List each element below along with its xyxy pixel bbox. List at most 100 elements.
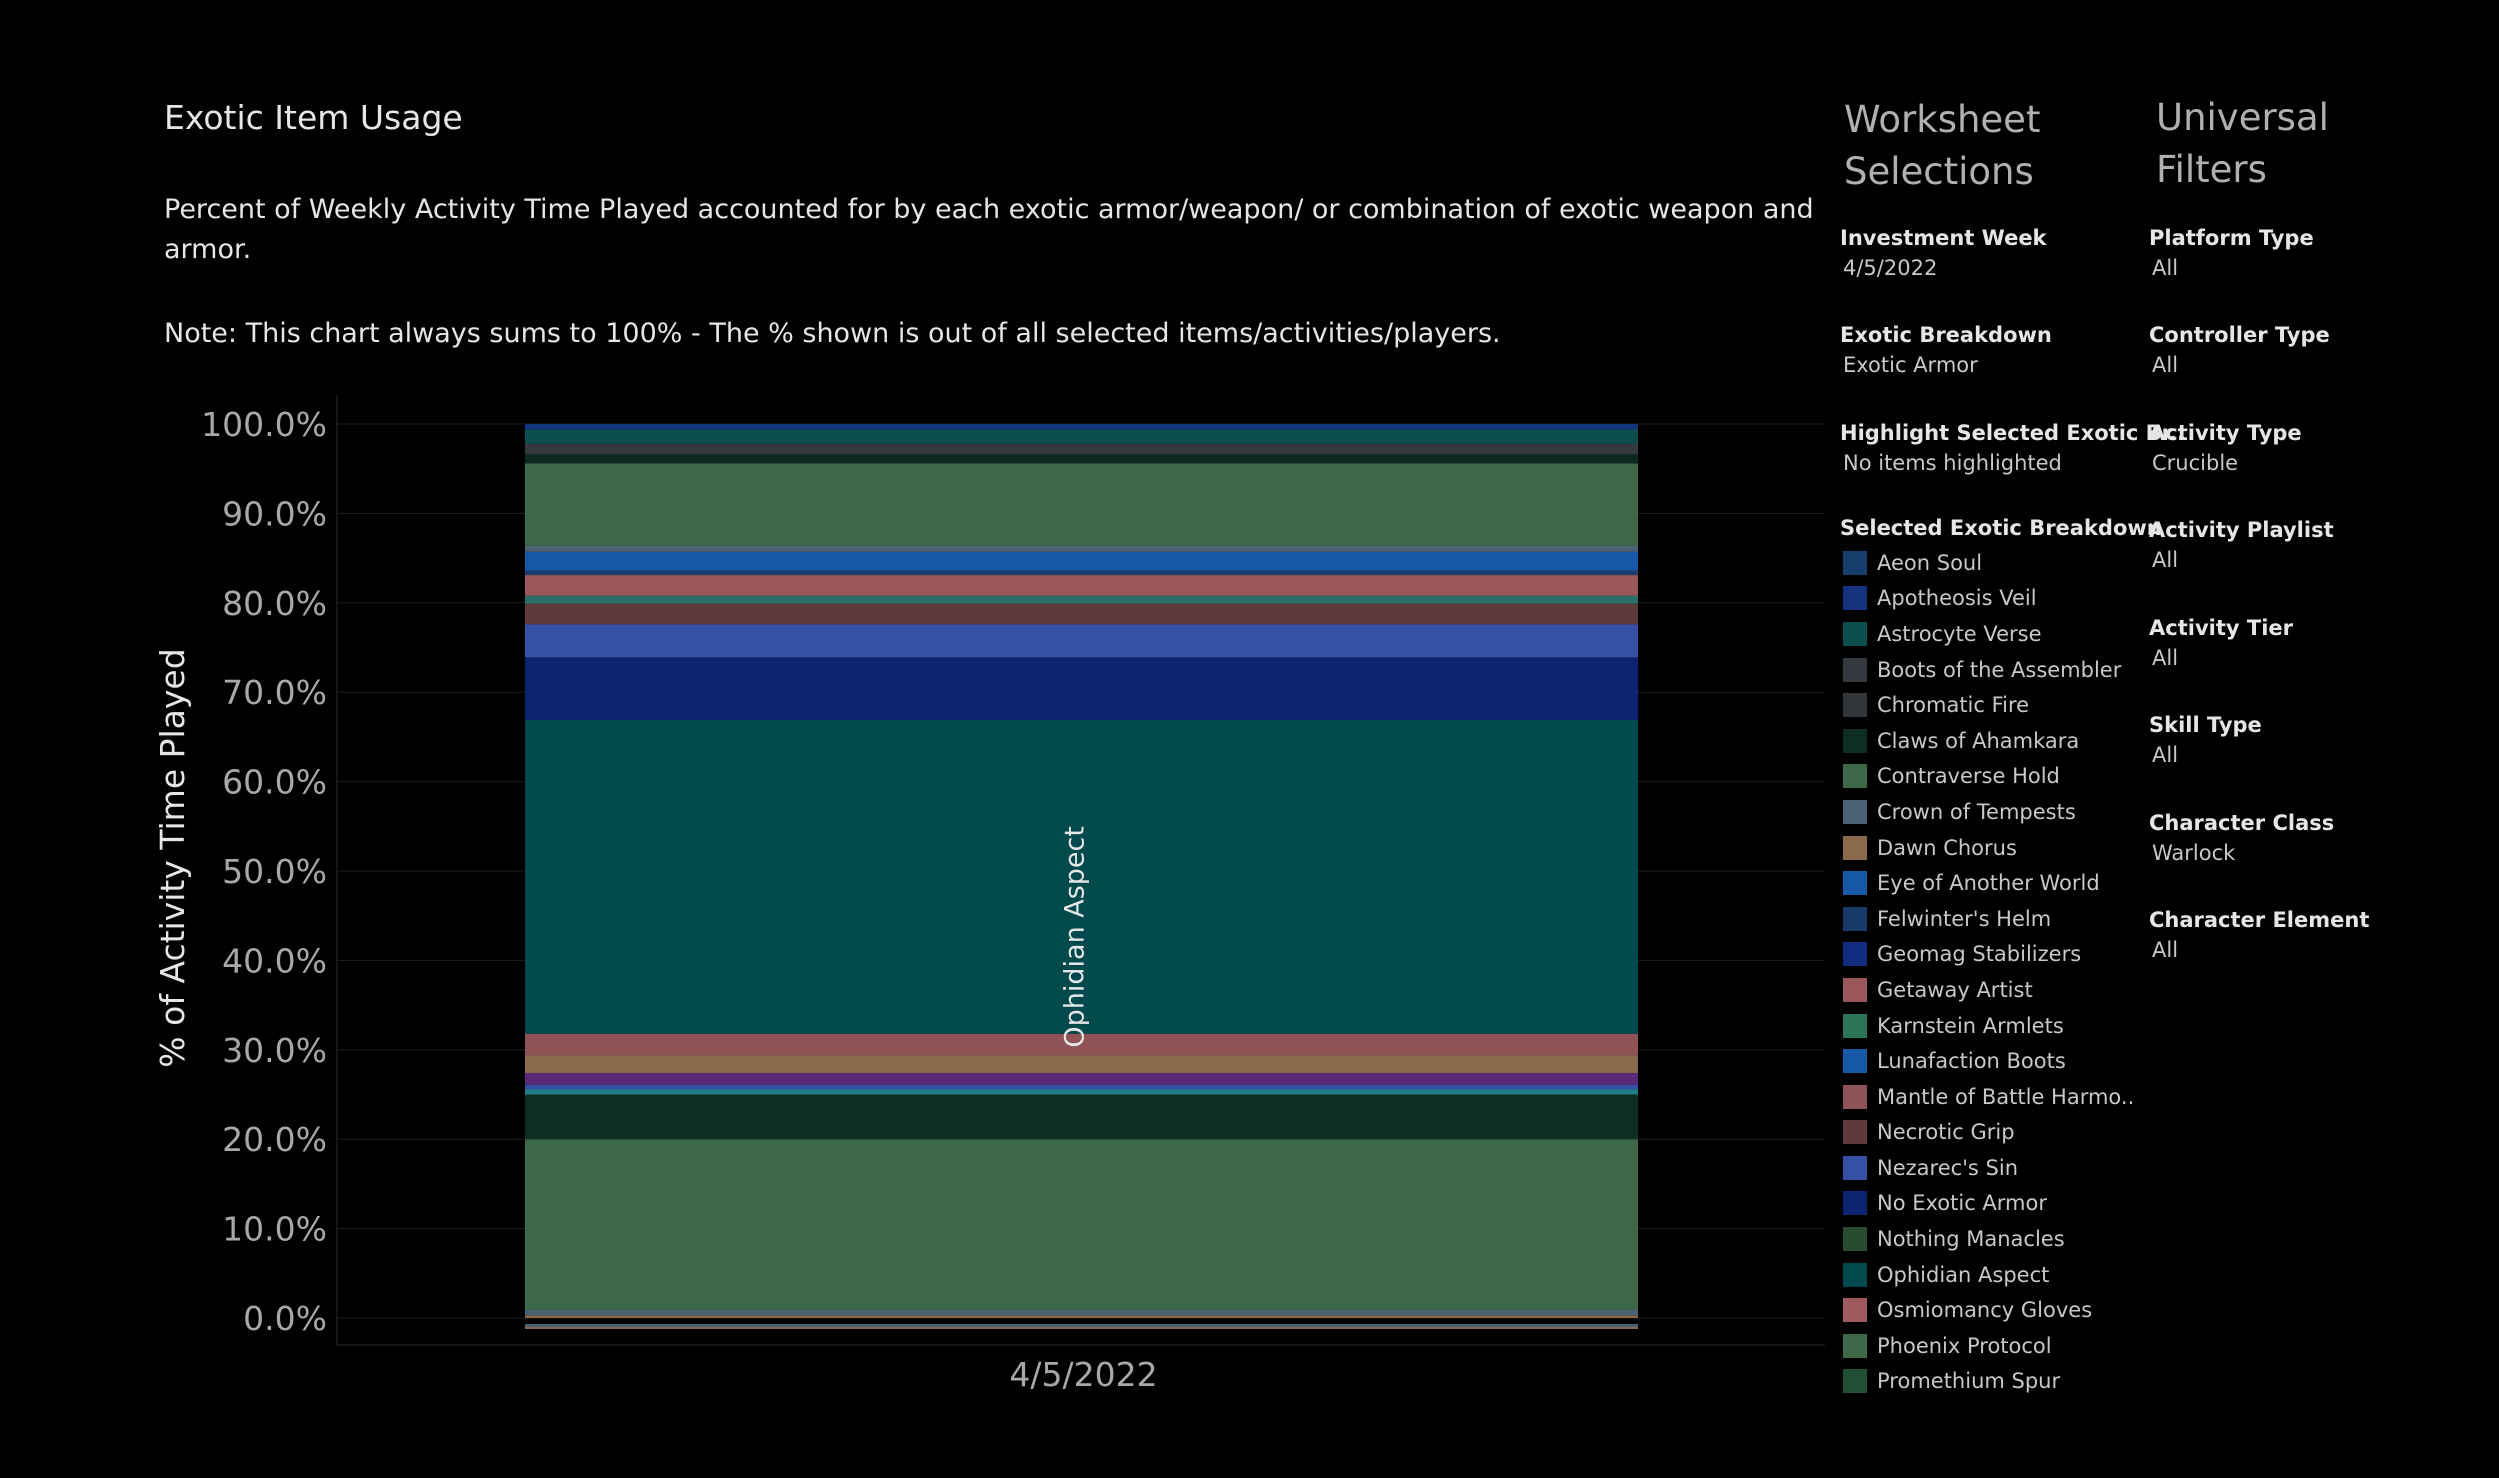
legend-item[interactable]: Contraverse Hold: [1843, 759, 2133, 795]
legend-swatch: [1843, 728, 1867, 753]
activity-playlist-label: Activity Playlist: [2149, 518, 2334, 542]
legend-label: Chromatic Fire: [1877, 693, 2030, 718]
legend-label: Ophidian Aspect: [1877, 1262, 2050, 1287]
legend-swatch: [1843, 1013, 1867, 1038]
bar-segment: [525, 575, 1638, 596]
bar-segment: [525, 1055, 1638, 1074]
platform-type-value[interactable]: All: [2152, 256, 2179, 280]
legend-label: Karnstein Armlets: [1877, 1013, 2064, 1038]
legend-item[interactable]: Crown of Tempests: [1843, 794, 2133, 830]
legend-item[interactable]: Phoenix Protocol: [1843, 1328, 2133, 1364]
legend-swatch: [1843, 906, 1867, 931]
legend-item[interactable]: Nothing Manacles: [1843, 1221, 2133, 1257]
legend-label: Boots of the Assembler: [1877, 657, 2122, 682]
legend-swatch: [1843, 764, 1867, 789]
legend-swatch: [1843, 657, 1867, 682]
legend-item[interactable]: Osmiomancy Gloves: [1843, 1292, 2133, 1328]
legend-swatch: [1843, 1262, 1867, 1287]
bar-segment: [525, 1033, 1638, 1056]
bar-segment: [525, 454, 1638, 464]
legend-swatch: [1843, 977, 1867, 1002]
legend-label: Aeon Soul: [1877, 550, 1983, 575]
highlight-selected-value[interactable]: No items highlighted: [1843, 451, 2062, 475]
legend-item[interactable]: Claws of Ahamkara: [1843, 723, 2133, 759]
legend-item[interactable]: No Exotic Armor: [1843, 1186, 2133, 1222]
legend-item[interactable]: Promethium Spur: [1843, 1364, 2133, 1397]
legend-item[interactable]: Dawn Chorus: [1843, 830, 2133, 866]
legend-item[interactable]: Aeon Soul: [1843, 545, 2133, 581]
bar-segment-label: Ophidian Aspect: [1060, 826, 1091, 1048]
legend-item[interactable]: Nezarec's Sin: [1843, 1150, 2133, 1186]
legend-item[interactable]: Geomag Stabilizers: [1843, 937, 2133, 973]
character-element-label: Character Element: [2149, 908, 2370, 932]
legend-swatch: [1843, 550, 1867, 575]
legend-label: Nezarec's Sin: [1877, 1155, 2019, 1180]
character-element-value[interactable]: All: [2152, 938, 2179, 962]
legend-swatch: [1843, 942, 1867, 967]
highlight-selected-label: Highlight Selected Exotic Br..: [1840, 421, 2186, 445]
exotic-breakdown-value[interactable]: Exotic Armor: [1843, 353, 1978, 377]
legend-item[interactable]: Ophidian Aspect: [1843, 1257, 2133, 1293]
bar-segment: [525, 1309, 1638, 1316]
controller-type-value[interactable]: All: [2152, 353, 2179, 377]
legend-label: Necrotic Grip: [1877, 1120, 2015, 1145]
legend-swatch: [1843, 1333, 1867, 1358]
legend-item[interactable]: Lunafaction Boots: [1843, 1043, 2133, 1079]
activity-tier-value[interactable]: All: [2152, 646, 2179, 670]
legend-label: Claws of Ahamkara: [1877, 728, 2080, 753]
bar-segment: [525, 603, 1638, 625]
bar-segment: [525, 1073, 1638, 1085]
bar-segment: [525, 1139, 1638, 1310]
y-tick-label: 70.0%: [222, 673, 327, 712]
worksheet-selections-heading: Worksheet Selections: [1844, 98, 2041, 193]
legend-label: No Exotic Armor: [1877, 1191, 2047, 1216]
y-tick-label: 10.0%: [222, 1210, 327, 1249]
legend-label: Apotheosis Veil: [1877, 586, 2037, 611]
legend-item[interactable]: Necrotic Grip: [1843, 1115, 2133, 1151]
controller-type-label: Controller Type: [2149, 323, 2330, 347]
activity-type-label: Activity Type: [2149, 421, 2302, 445]
legend-title: Selected Exotic Breakdown: [1840, 516, 2162, 540]
character-class-value[interactable]: Warlock: [2152, 841, 2236, 865]
skill-type-value[interactable]: All: [2152, 743, 2179, 767]
bar-segment: [525, 429, 1638, 444]
bar-segment: [525, 570, 1638, 576]
exotic-breakdown-label: Exotic Breakdown: [1840, 323, 2052, 347]
platform-type-label: Platform Type: [2149, 226, 2314, 250]
universal-filters-heading: Universal Filters: [2156, 96, 2329, 191]
bar-segment: [525, 624, 1638, 658]
legend-label: Crown of Tempests: [1877, 799, 2076, 824]
legend-item[interactable]: Apotheosis Veil: [1843, 581, 2133, 617]
y-tick-label: 50.0%: [222, 852, 327, 891]
activity-type-value[interactable]: Crucible: [2152, 451, 2239, 475]
legend-item[interactable]: Astrocyte Verse: [1843, 616, 2133, 652]
legend-swatch: [1843, 1369, 1867, 1394]
bar-segment: [525, 657, 1638, 720]
legend-label: Mantle of Battle Harmo..: [1877, 1084, 2133, 1109]
bar-segment: [525, 1327, 1638, 1329]
legend-swatch: [1843, 1155, 1867, 1180]
y-tick-label: 90.0%: [222, 494, 327, 533]
legend-item[interactable]: Mantle of Battle Harmo..: [1843, 1079, 2133, 1115]
y-tick-label: 80.0%: [222, 584, 327, 623]
legend-label: Geomag Stabilizers: [1877, 942, 2082, 967]
legend-swatch: [1843, 1191, 1867, 1216]
y-tick-label: 30.0%: [222, 1031, 327, 1070]
legend: Aeon Soul Apotheosis Veil Astrocyte Verse B…: [1843, 545, 2133, 1397]
legend-item[interactable]: Getaway Artist: [1843, 972, 2133, 1008]
legend-item[interactable]: Chromatic Fire: [1843, 687, 2133, 723]
activity-playlist-value[interactable]: All: [2152, 548, 2179, 572]
legend-swatch: [1843, 1227, 1867, 1252]
legend-item[interactable]: Karnstein Armlets: [1843, 1008, 2133, 1044]
y-axis-title: % of Activity Time Played: [153, 648, 192, 1067]
investment-week-value[interactable]: 4/5/2022: [1843, 256, 1938, 280]
page-title: Exotic Item Usage: [164, 98, 463, 137]
bar-segment: [525, 424, 1638, 430]
legend-item[interactable]: Felwinter's Helm: [1843, 901, 2133, 937]
y-tick-label: 100.0%: [201, 405, 327, 444]
legend-swatch: [1843, 1084, 1867, 1109]
legend-label: Lunafaction Boots: [1877, 1049, 2066, 1074]
y-tick-label: 40.0%: [222, 941, 327, 980]
legend-item[interactable]: Boots of the Assembler: [1843, 652, 2133, 688]
legend-item[interactable]: Eye of Another World: [1843, 865, 2133, 901]
